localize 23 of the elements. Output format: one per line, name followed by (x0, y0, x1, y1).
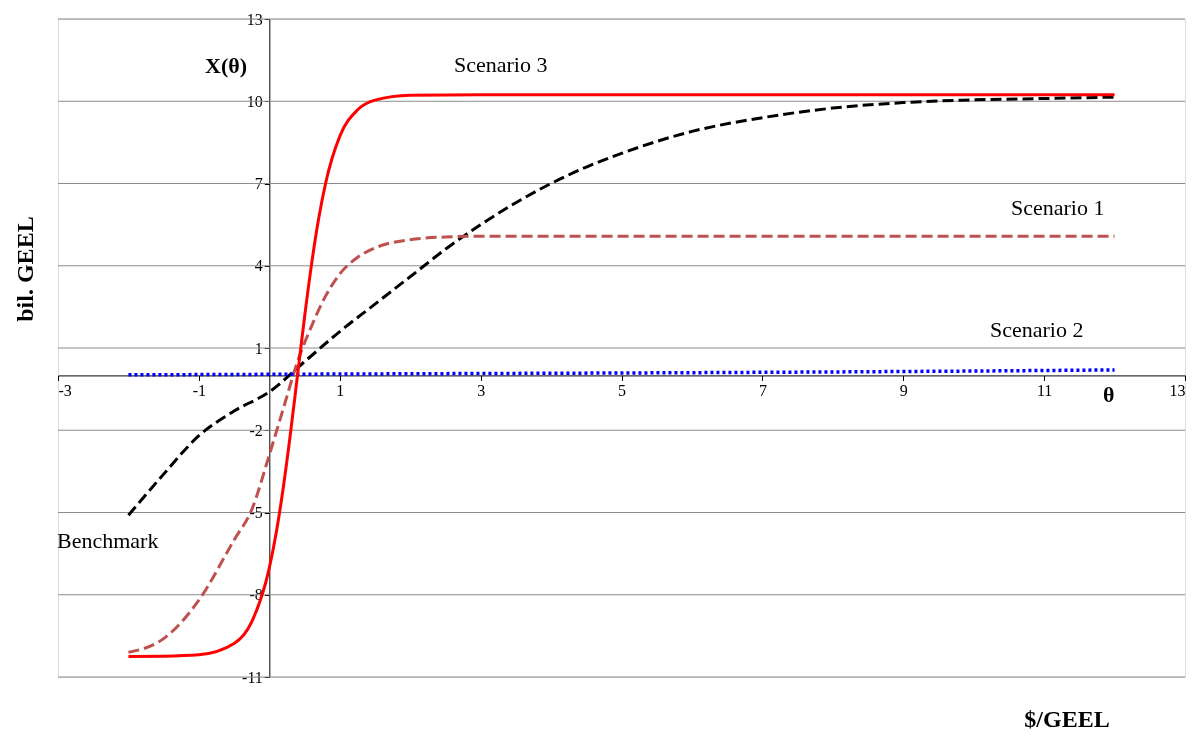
annotation: θ (1103, 382, 1115, 407)
x-tick-label: 9 (899, 381, 908, 399)
x-tick-label: -1 (192, 381, 207, 399)
x-tick-label: 3 (477, 381, 486, 399)
x-tick-label: 7 (758, 381, 767, 399)
x-tick-label: 13 (1169, 381, 1186, 399)
y-tick-label: -11 (242, 668, 263, 686)
series-label: Benchmark (57, 528, 159, 553)
y-tick-label: 4 (254, 257, 263, 275)
y-tick-label: 1 (254, 339, 263, 357)
x-tick-label: 5 (618, 381, 626, 399)
x-axis-title: $/GEEL (1024, 706, 1110, 732)
y-axis-title: bil. GEEL (12, 216, 38, 322)
annotation: X(θ) (205, 53, 248, 78)
series-label: Scenario 3 (454, 52, 548, 77)
y-tick-label: 13 (246, 10, 263, 28)
y-tick-label: -2 (249, 421, 263, 439)
x-tick-label: 11 (1036, 381, 1053, 399)
series-label: Scenario 1 (1011, 195, 1105, 220)
series-label: Scenario 2 (990, 317, 1084, 342)
x-tick-label: -3 (58, 381, 72, 399)
x-tick-label: 1 (336, 381, 345, 399)
y-tick-label: 10 (246, 92, 263, 110)
